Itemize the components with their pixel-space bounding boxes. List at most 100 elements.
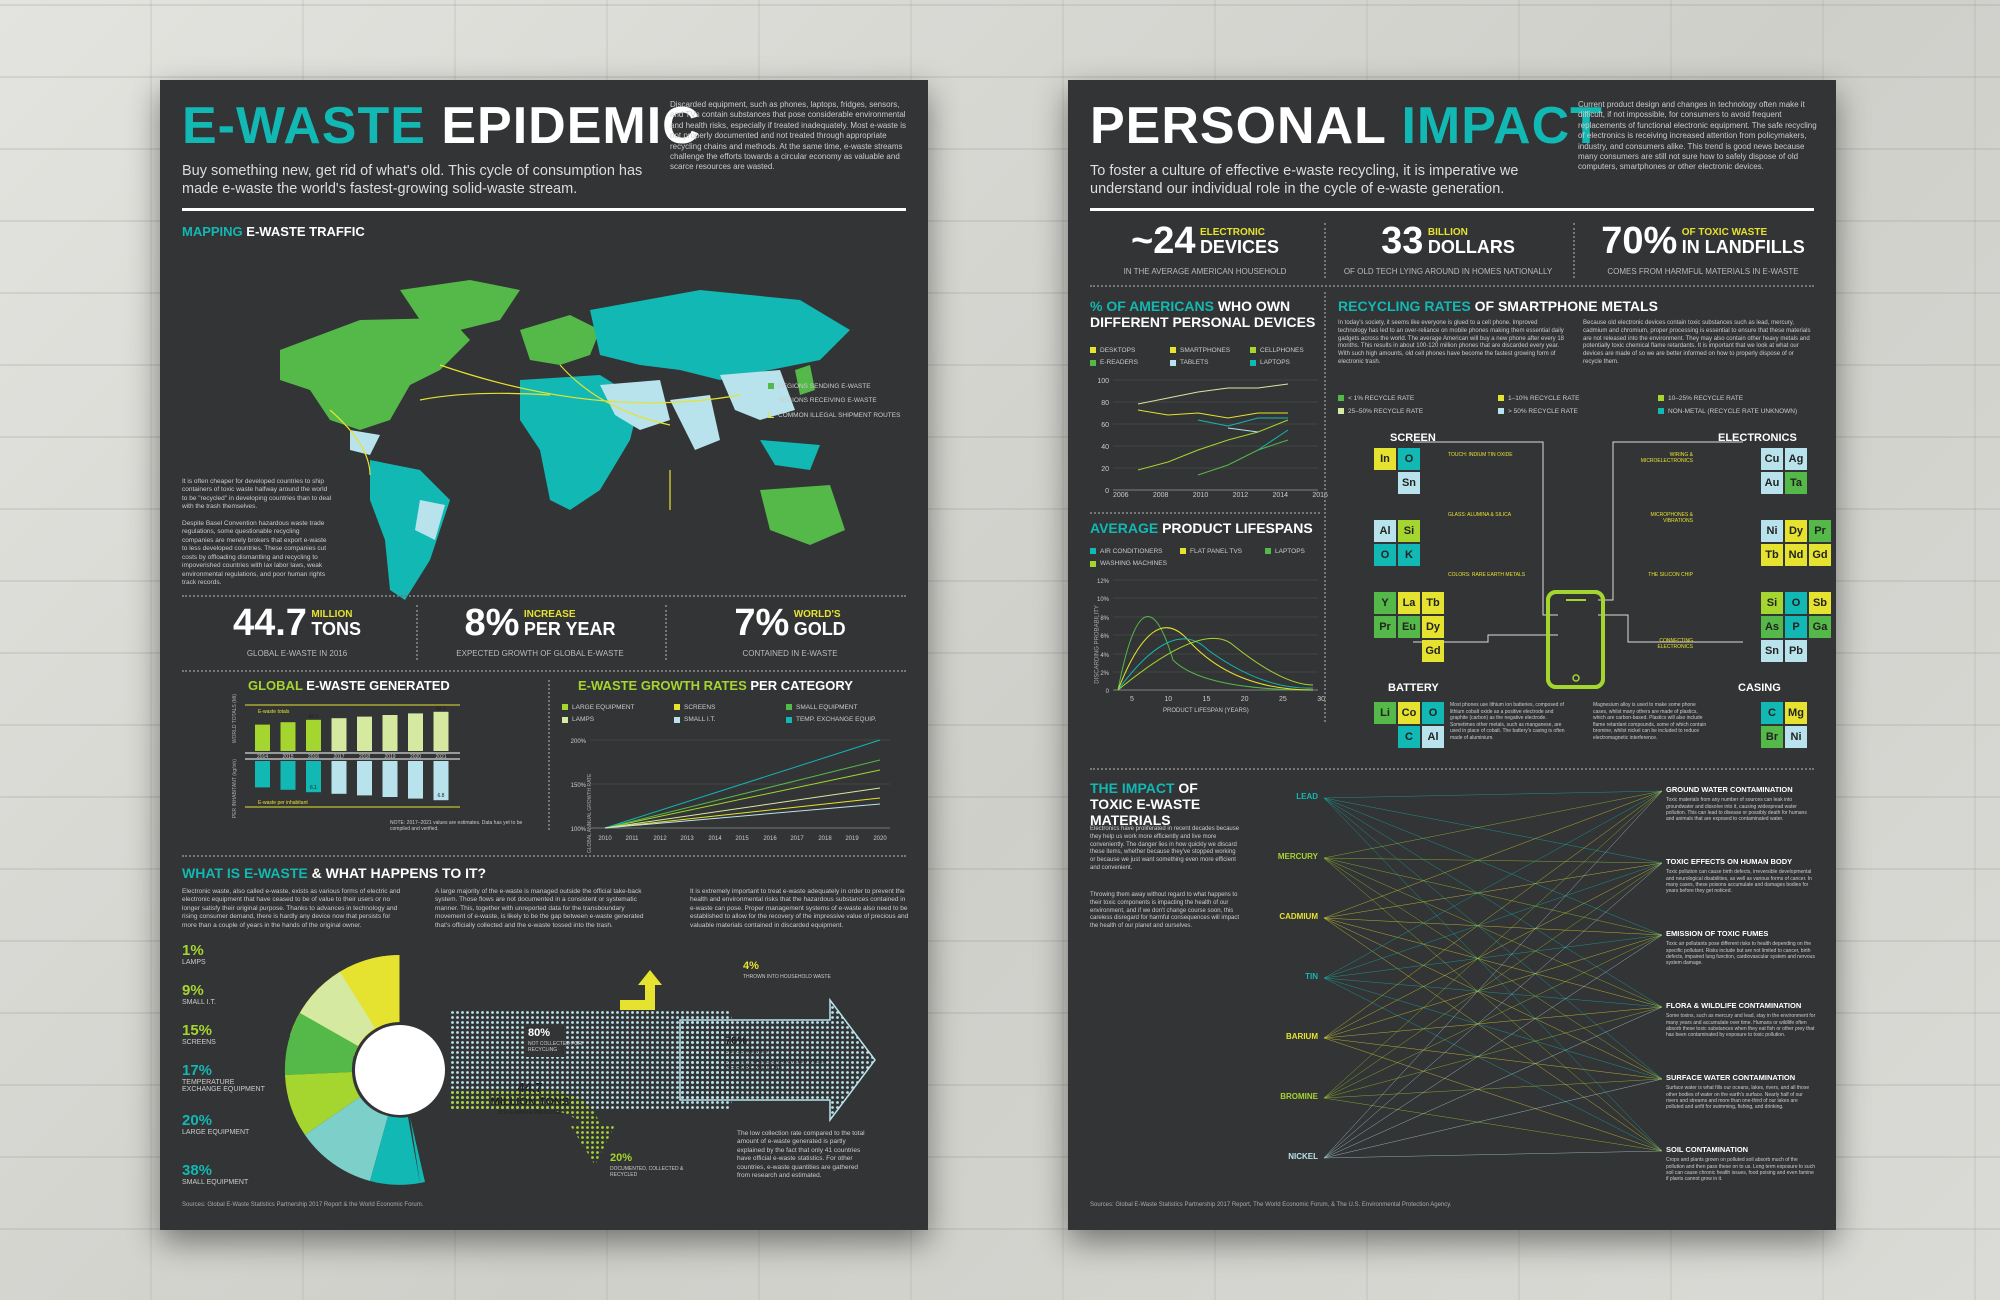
personal-impact-poster: PERSONAL IMPACT To foster a culture of e… — [1068, 80, 1836, 1230]
glass-label: GLASS: ALUMINA & SILICA — [1448, 512, 1512, 518]
stat-devices: ~24 ELECTRONIC DEVICES IN THE AVERAGE AMER… — [1123, 220, 1287, 276]
svg-text:2018: 2018 — [818, 836, 832, 842]
element-tile: Ag — [1785, 448, 1807, 470]
toxic-link-line — [1323, 1006, 1663, 1039]
element-tile: Au — [1761, 472, 1783, 494]
own-legend: DESKTOPS SMARTPHONES CELLPHONES E-READERS T… — [1090, 345, 1330, 370]
casing-label: CASING — [1738, 682, 1781, 694]
europe-shape — [520, 315, 600, 365]
flow-20: 20% DOCUMENTED, COLLECTED & RECYCLED — [610, 1152, 684, 1178]
element-tile: Ni — [1785, 726, 1807, 748]
toxic-link-line — [1323, 934, 1663, 1159]
toxic-link-line — [1323, 1006, 1663, 1159]
bar-value-label: 6.1 — [310, 785, 317, 791]
element-tile: Cu — [1761, 448, 1783, 470]
casing-text: Magnesium alloy is used to make some pho… — [1593, 702, 1707, 741]
element-tile: Dy — [1422, 616, 1444, 638]
bar-per-inhabitant — [382, 761, 398, 797]
what-text-1: Electronic waste, also called e-waste, e… — [182, 888, 401, 929]
title-part-a: E-WASTE — [182, 97, 426, 155]
element-tile: Ta — [1785, 472, 1807, 494]
divider — [182, 595, 906, 597]
growth-ylabel: GLOBAL ANNUAL GROWTH RATE — [586, 773, 593, 854]
e-waste-epidemic-poster: E-WASTE EPIDEMIC Buy something new, get … — [160, 80, 928, 1230]
bar-value-label: 44.7 — [309, 714, 319, 720]
toxic-link-line — [1323, 917, 1663, 936]
divider — [1573, 223, 1575, 278]
generated-title: GLOBAL E-WASTE GENERATED — [248, 678, 450, 693]
effect-item: SURFACE WATER CONTAMINATION Surface water… — [1666, 1073, 1810, 1111]
toxic-text-1: Electronics have proliferated in recent … — [1090, 826, 1240, 871]
svg-text:40: 40 — [1101, 444, 1109, 451]
bar-per-inhabitant — [255, 761, 270, 788]
toxic-link-line — [1323, 1037, 1663, 1152]
connecting-label: CONNECTING ELECTRONICS — [1657, 638, 1693, 651]
svg-text:8%: 8% — [1100, 616, 1109, 622]
svg-text:2019: 2019 — [845, 836, 859, 842]
toxic-link-line — [1323, 790, 1663, 859]
toxic-link-line — [1323, 977, 1663, 1152]
toxic-text-2: Throwing them away without regard to wha… — [1090, 892, 1240, 930]
own-title: % OF AMERICANS WHO OWN DIFFERENT PERSONA… — [1090, 298, 1316, 330]
svg-text:2014: 2014 — [708, 836, 722, 842]
pct-lamps: 1% LAMPS — [182, 942, 206, 966]
sources: Sources: Global E-Waste Statistics Partn… — [1090, 1202, 1452, 1208]
poster-title: E-WASTE EPIDEMIC — [182, 94, 701, 159]
svg-text:2012: 2012 — [653, 836, 667, 842]
growth-title: E-WASTE GROWTH RATES PER CATEGORY — [578, 678, 853, 693]
element-tile: Dy — [1785, 520, 1807, 542]
element-tile: Tb — [1761, 544, 1783, 566]
svg-text:2015: 2015 — [735, 836, 749, 842]
svg-text:2013: 2013 — [680, 836, 694, 842]
gen-ylabel-top: WORLD TOTALS (Mt) — [231, 693, 238, 744]
element-tile: Al — [1374, 520, 1396, 542]
metal-label: TIN — [1305, 972, 1318, 981]
svg-text:4%: 4% — [1100, 653, 1109, 659]
map-note-2: Despite Basel Convention hazardous waste… — [182, 520, 327, 587]
element-tile: Si — [1398, 520, 1420, 542]
bar-per-inhabitant — [433, 761, 449, 801]
toxic-title: THE IMPACT OF TOXIC E-WASTE MATERIALS — [1090, 780, 1201, 828]
element-tile: O — [1374, 544, 1396, 566]
element-tile: Ga — [1809, 616, 1831, 638]
toxic-link-line — [1323, 1150, 1663, 1159]
australia-shape — [760, 485, 845, 545]
year-label: 2014 — [257, 754, 268, 760]
element-tile: La — [1398, 592, 1420, 614]
stat-landfills: 70% OF TOXIC WASTE IN LANDFILLS COMES FROM… — [1601, 220, 1805, 276]
recycling-text-2: Because old electronic devices contain t… — [1583, 320, 1811, 365]
divider — [548, 680, 550, 830]
metal-label: NICKEL — [1288, 1152, 1318, 1161]
svg-text:2020: 2020 — [873, 836, 887, 842]
element-tile: Tb — [1422, 592, 1444, 614]
svg-text:200%: 200% — [571, 739, 587, 745]
element-tile: In — [1374, 448, 1396, 470]
svg-text:2010: 2010 — [598, 836, 612, 842]
toxic-link-line — [1323, 797, 1663, 864]
year-label: 2016 — [308, 754, 319, 760]
year-label: 2015 — [282, 754, 293, 760]
growth-line-chart: 200% 150% 100% 2010 2011 2012 2013 2014 2015 2… — [571, 739, 890, 842]
year-label: 2018 — [359, 754, 370, 760]
element-tile: Si — [1761, 592, 1783, 614]
element-tile: Nd — [1785, 544, 1807, 566]
toxic-link-line — [1323, 917, 1663, 1080]
bar-per-inhabitant — [306, 761, 321, 793]
svg-text:20: 20 — [1101, 466, 1109, 473]
divider — [182, 855, 906, 857]
north-america-shape — [280, 318, 470, 430]
lifespan-chart: 12% 10% 8% 6% 4% 2% 0 — [1097, 579, 1318, 695]
element-tile: O — [1785, 592, 1807, 614]
growth-legend: LARGE EQUIPMENT SCREENS SMALL EQUIPMENT LA… — [562, 702, 912, 727]
toxic-link-line — [1323, 790, 1663, 919]
battery-label: BATTERY — [1388, 682, 1439, 694]
toxic-link-line — [1323, 862, 1663, 1099]
toxic-link-line — [1323, 790, 1663, 1099]
intro-text: Current product design and changes in te… — [1578, 100, 1817, 172]
year-label: 2017 — [333, 754, 344, 760]
element-tile: Li — [1374, 702, 1396, 724]
wiring-label: WIRING & MICROELECTRONICS — [1640, 452, 1693, 465]
toxic-link-line — [1323, 862, 1663, 919]
bar-total — [433, 711, 449, 751]
element-tile: Al — [1422, 726, 1444, 748]
